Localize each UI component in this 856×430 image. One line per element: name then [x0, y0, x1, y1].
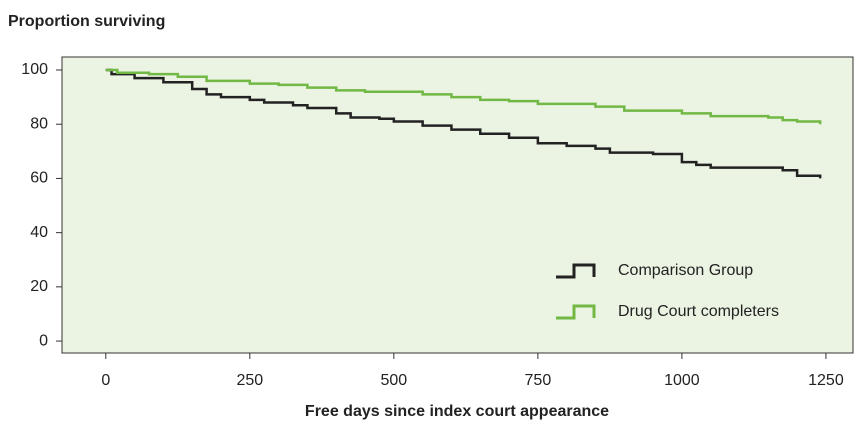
x-axis-label: Free days since index court appearance	[305, 403, 609, 420]
y-tick-label: 60	[30, 170, 48, 187]
legend-swatch	[556, 304, 596, 320]
x-tick-label: 250	[236, 372, 263, 389]
x-tick-label: 750	[525, 372, 552, 389]
legend-label: Comparison Group	[618, 262, 753, 279]
survival-line	[105, 68, 822, 125]
y-tick-label: 100	[21, 61, 48, 78]
x-tick-label: 1000	[664, 372, 700, 389]
y-axis-label: Proportion surviving	[8, 13, 165, 30]
y-tick-label: 80	[30, 115, 48, 132]
x-tick-label: 500	[380, 372, 407, 389]
x-tick-label: 0	[101, 372, 110, 389]
legend-label: Drug Court completers	[618, 303, 779, 320]
legend-swatch	[556, 263, 596, 279]
y-tick-label: 0	[39, 332, 48, 349]
survival-line	[105, 68, 822, 179]
y-tick-label: 40	[30, 224, 48, 241]
y-tick-label: 20	[30, 278, 48, 295]
plot-area	[61, 56, 854, 354]
x-tick-label: 1250	[808, 372, 844, 389]
